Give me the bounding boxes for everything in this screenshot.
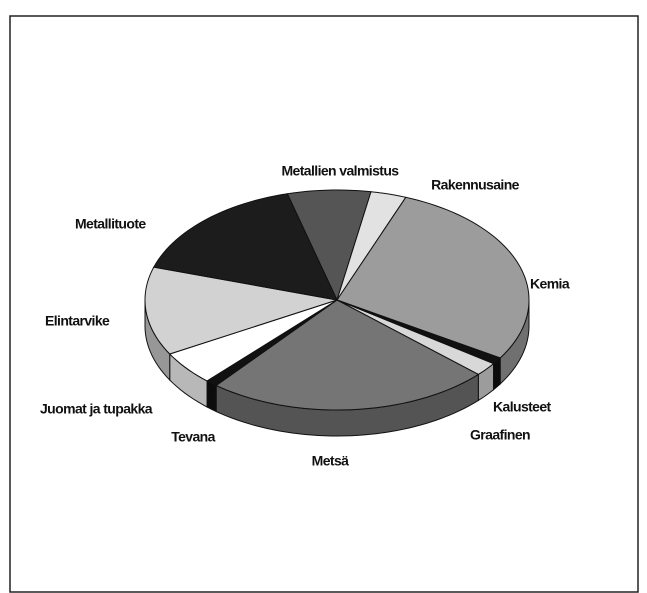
pie-slice-side	[206, 380, 217, 413]
pie-slice	[286, 189, 372, 302]
slice-label: Graafinen	[470, 427, 530, 443]
slice-label: Metallituote	[75, 216, 146, 232]
pie-slice	[168, 299, 338, 382]
pie-slice	[215, 299, 480, 411]
slice-label: Metsä	[312, 453, 349, 469]
slice-label: Metallien valmistus	[282, 163, 400, 179]
pie-slice	[336, 191, 407, 301]
slice-label: Kalusteet	[493, 399, 552, 415]
slice-label: Elintarvike	[45, 313, 110, 329]
slice-label: Juomat ja tupakka	[40, 401, 153, 417]
pie-slice	[336, 196, 530, 359]
pie-slice	[144, 266, 338, 355]
slice-label: Rakennusaine	[431, 177, 520, 193]
slice-label: Kemia	[530, 276, 570, 292]
slice-label: Tevana	[171, 429, 215, 445]
pie-slice	[152, 193, 338, 301]
